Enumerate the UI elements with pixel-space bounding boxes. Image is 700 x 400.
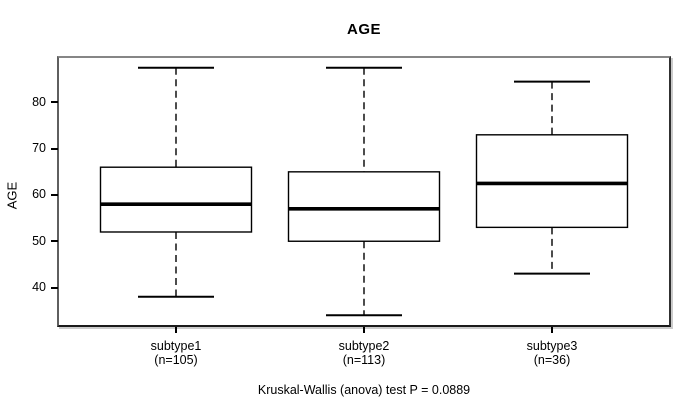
iqr-box — [287, 171, 441, 242]
stats-caption: Kruskal-Wallis (anova) test P = 0.0889 — [257, 383, 471, 397]
x-axis-tick — [175, 327, 177, 333]
x-axis-tick — [551, 327, 553, 333]
y-axis-tick — [51, 286, 58, 289]
box-group-subtype3 — [475, 80, 629, 275]
box-group-subtype1 — [99, 66, 253, 298]
x-axis-group-label: subtype3 (n=36) — [492, 339, 612, 367]
group-name: subtype2 — [338, 339, 390, 353]
group-count: (n=113) — [342, 352, 386, 367]
x-axis-tick — [363, 327, 365, 333]
boxplot-canvas — [99, 66, 629, 317]
y-axis-tick — [51, 147, 58, 150]
y-axis-tick-label: 50 — [32, 233, 46, 248]
y-axis-tick-label: 80 — [32, 94, 46, 109]
y-axis-tick-label: 60 — [32, 187, 46, 202]
y-axis-tick-label: 70 — [32, 141, 46, 156]
group-count: (n=105) — [154, 352, 198, 367]
group-count: (n=36) — [533, 352, 571, 367]
iqr-box — [475, 134, 629, 229]
plot-area — [57, 56, 671, 327]
x-axis-group-label: subtype1 (n=105) — [116, 339, 236, 367]
group-name: subtype1 — [150, 339, 202, 353]
group-name: subtype3 — [526, 339, 578, 353]
y-axis-tick — [51, 193, 58, 196]
y-axis-tick — [51, 101, 58, 104]
iqr-box — [99, 166, 253, 233]
x-axis-group-label: subtype2 (n=113) — [304, 339, 424, 367]
chart-title: AGE — [346, 21, 381, 38]
y-axis-tick-label: 40 — [32, 280, 46, 295]
box-group-subtype2 — [287, 66, 441, 317]
y-axis-tick — [51, 240, 58, 243]
